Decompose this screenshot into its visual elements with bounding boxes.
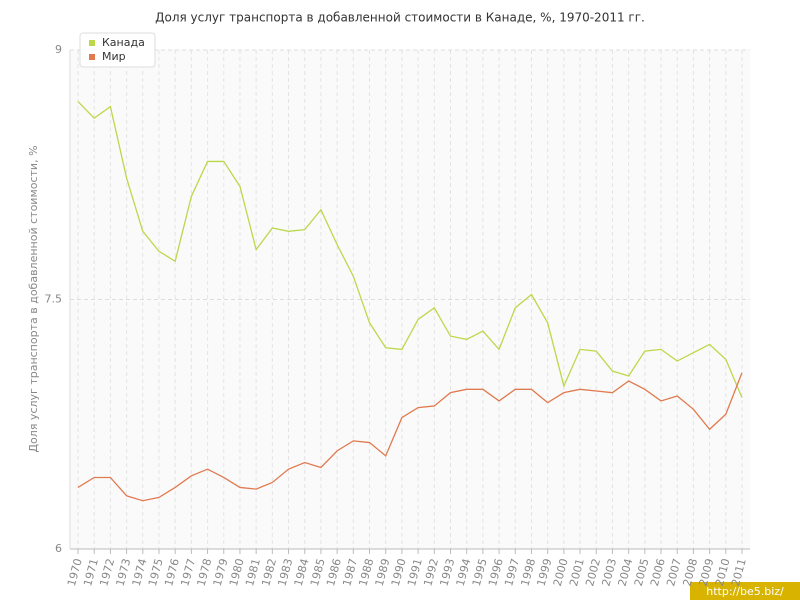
legend-label: Канада: [102, 36, 145, 49]
watermark-bg: [690, 582, 800, 600]
legend-box: [79, 32, 156, 68]
legend-label: Мир: [102, 50, 126, 63]
y-tick-label: 9: [55, 43, 62, 56]
series-line: [77, 372, 743, 502]
watermark: http://be5.biz/: [706, 585, 784, 598]
legend-swatch: [89, 54, 95, 60]
y-tick-label: 7.5: [45, 293, 63, 306]
series-line: [77, 101, 743, 398]
y-axis-label: Доля услуг транспорта в добавленной стои…: [27, 145, 40, 452]
chart-title: Доля услуг транспорта в добавленной стои…: [155, 11, 645, 25]
y-tick-label: 6: [55, 542, 62, 555]
legend-swatch: [89, 40, 95, 46]
